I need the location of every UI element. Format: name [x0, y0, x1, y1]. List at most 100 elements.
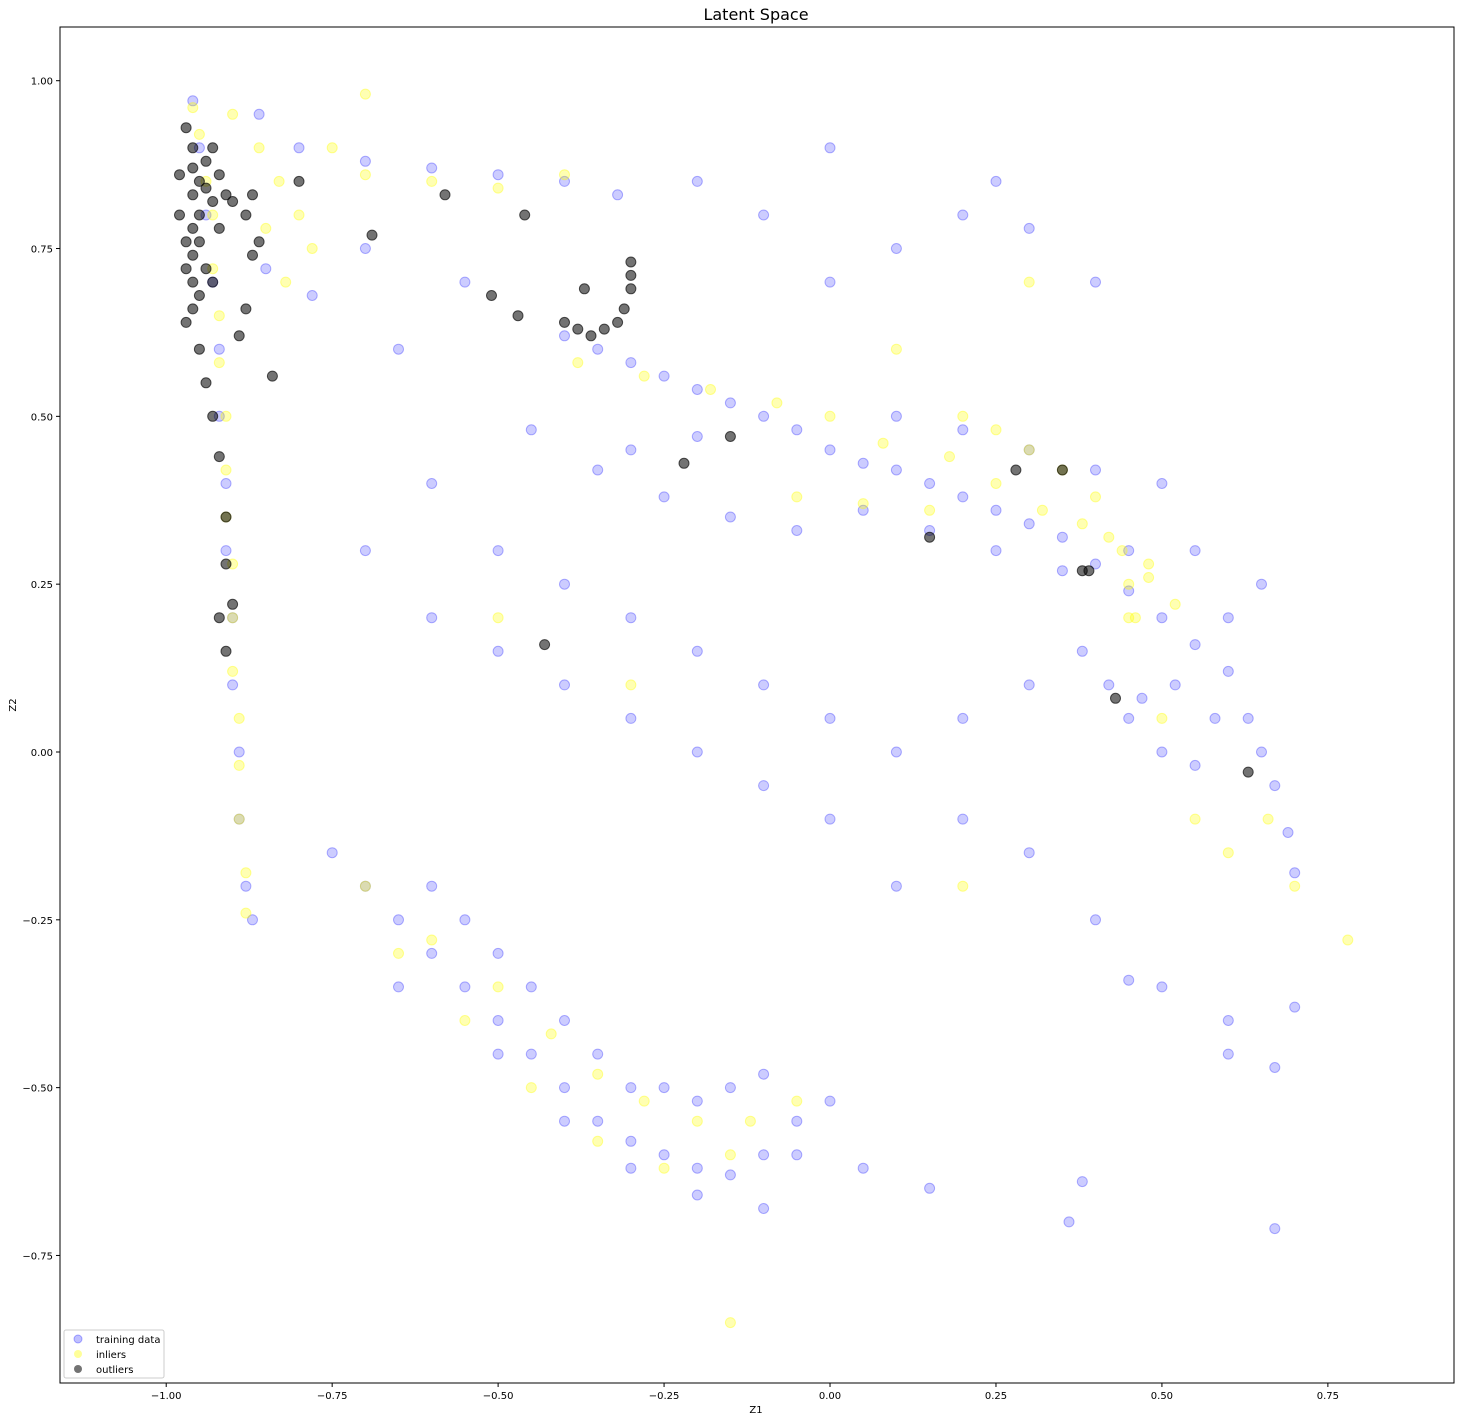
- training-point: [658, 1082, 670, 1094]
- training-point: [1090, 558, 1101, 570]
- training-point: [1256, 578, 1267, 590]
- outlier-point: [193, 343, 205, 355]
- inlier-point: [1023, 444, 1035, 456]
- training-point: [1090, 464, 1101, 476]
- training-point: [359, 880, 371, 892]
- training-point: [824, 712, 836, 724]
- outlier-point: [240, 209, 252, 221]
- outlier-point: [247, 189, 258, 201]
- inlier-point: [1090, 491, 1101, 503]
- training-point: [247, 914, 258, 926]
- training-point: [625, 1082, 637, 1094]
- training-point: [559, 679, 570, 691]
- inlier-point: [260, 222, 272, 234]
- x-tick-label: −0.50: [483, 1391, 514, 1402]
- training-point: [625, 712, 637, 724]
- training-point: [758, 410, 770, 422]
- training-point: [1256, 746, 1267, 758]
- training-point: [691, 746, 703, 758]
- outlier-point: [253, 236, 265, 248]
- training-point: [1123, 974, 1135, 986]
- outlier-point: [174, 169, 185, 181]
- training-point: [724, 511, 736, 523]
- training-point: [658, 491, 670, 503]
- inlier-point: [1156, 712, 1168, 724]
- training-point: [1169, 679, 1181, 691]
- training-point: [187, 95, 199, 107]
- training-point: [1156, 981, 1168, 993]
- inlier-point: [691, 1115, 703, 1127]
- training-point: [857, 1162, 869, 1174]
- inlier-point: [1342, 934, 1354, 946]
- training-point: [1269, 780, 1281, 792]
- outlier-point: [220, 189, 232, 201]
- legend-marker-outliers: [74, 1365, 82, 1373]
- training-point: [612, 189, 624, 201]
- inlier-point: [592, 1135, 604, 1147]
- training-point: [459, 981, 471, 993]
- training-point: [691, 1189, 703, 1201]
- training-point: [359, 545, 371, 557]
- training-point: [359, 155, 371, 167]
- training-point: [658, 1149, 670, 1161]
- training-point: [791, 1115, 803, 1127]
- inlier-point: [1123, 578, 1135, 590]
- training-point: [1289, 867, 1301, 879]
- training-point: [233, 813, 245, 825]
- inlier-point: [638, 370, 650, 382]
- training-point: [1282, 827, 1294, 838]
- training-point: [890, 410, 902, 422]
- chart-title: Latent Space: [703, 5, 808, 24]
- training-point: [957, 491, 969, 503]
- inlier-point: [273, 175, 285, 187]
- y-tick-label: 0.00: [31, 748, 53, 759]
- legend-box: [63, 1329, 165, 1379]
- training-point: [1222, 1015, 1234, 1026]
- training-point: [824, 813, 836, 825]
- training-point: [525, 424, 537, 436]
- training-point: [559, 1115, 570, 1127]
- training-point: [1076, 1176, 1088, 1188]
- inlier-point: [306, 243, 318, 254]
- x-tick-label: 0.00: [819, 1391, 841, 1402]
- outlier-point: [618, 303, 630, 315]
- training-point: [459, 914, 471, 926]
- outlier-point: [625, 283, 637, 295]
- inlier-point: [426, 934, 438, 946]
- training-point: [213, 343, 225, 355]
- outlier-point: [213, 169, 225, 181]
- inlier-point: [459, 1015, 471, 1026]
- training-point: [691, 384, 703, 395]
- legend-marker-inliers: [74, 1350, 82, 1358]
- training-point: [625, 1162, 637, 1174]
- training-point: [525, 1048, 537, 1060]
- training-point: [625, 612, 637, 624]
- training-point: [306, 290, 318, 301]
- training-point: [326, 847, 338, 859]
- outlier-point: [200, 155, 212, 167]
- outlier-point: [598, 323, 610, 335]
- outlier-point: [1056, 464, 1068, 476]
- training-point: [1156, 612, 1168, 624]
- training-point: [824, 142, 836, 154]
- training-point: [1103, 679, 1115, 691]
- training-point: [890, 746, 902, 758]
- inlier-point: [492, 981, 504, 993]
- outlier-point: [200, 263, 212, 275]
- training-point: [227, 612, 239, 624]
- outlier-point: [207, 410, 219, 422]
- training-point: [1023, 444, 1035, 456]
- training-point: [1209, 712, 1221, 724]
- training-point: [857, 457, 869, 469]
- training-point: [758, 1068, 770, 1080]
- training-point: [625, 1135, 637, 1147]
- outlier-point: [207, 142, 219, 154]
- inlier-point: [1143, 558, 1155, 570]
- outlier-point: [187, 276, 199, 288]
- inlier-point: [1123, 612, 1135, 624]
- outlier-point: [193, 209, 205, 221]
- training-point: [220, 545, 232, 557]
- training-point: [691, 1162, 703, 1174]
- y-axis: −0.75 −0.50 −0.25 0.00 0.25 0.50 0.75 1.00: [22, 77, 60, 1262]
- training-point: [691, 645, 703, 657]
